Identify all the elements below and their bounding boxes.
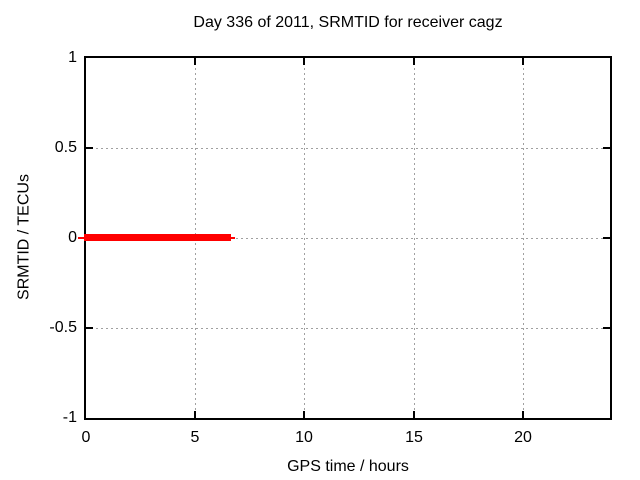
tick-layer — [86, 58, 610, 418]
series-layer — [78, 58, 610, 418]
x-tick-bottom — [303, 411, 305, 418]
y-tick-left — [86, 327, 93, 329]
x-tick-label: 0 — [81, 429, 91, 446]
y-tick-left — [86, 147, 93, 149]
x-tick-top — [522, 58, 524, 65]
x-tick-top — [303, 58, 305, 65]
chart-title: Day 336 of 2011, SRMTID for receiver cag… — [193, 14, 503, 31]
x-tick-top — [413, 58, 415, 65]
y-tick-right — [603, 147, 610, 149]
x-tick-top — [194, 58, 196, 65]
x-tick-label: 15 — [405, 429, 423, 446]
y-gridline — [86, 238, 610, 239]
y-tick-right — [603, 237, 610, 239]
x-tick-label: 10 — [295, 429, 313, 446]
x-tick-bottom — [194, 411, 196, 418]
y-tick-label: 1 — [68, 49, 77, 66]
y-tick-label: 0.5 — [54, 139, 77, 156]
x-tick-label: 20 — [514, 429, 532, 446]
series-line — [84, 234, 231, 241]
x-tick-label: 5 — [190, 429, 200, 446]
plot-area — [78, 56, 612, 420]
x-tick-bottom — [522, 411, 524, 418]
y-tick-label: 0 — [68, 229, 77, 246]
x-axis-label: GPS time / hours — [287, 458, 409, 475]
y-gridline — [86, 148, 610, 149]
y-tick-label: -0.5 — [49, 319, 77, 336]
y-tick-label: -1 — [62, 409, 77, 426]
x-tick-bottom — [413, 411, 415, 418]
y-gridline — [86, 328, 610, 329]
y-tick-right — [603, 327, 610, 329]
